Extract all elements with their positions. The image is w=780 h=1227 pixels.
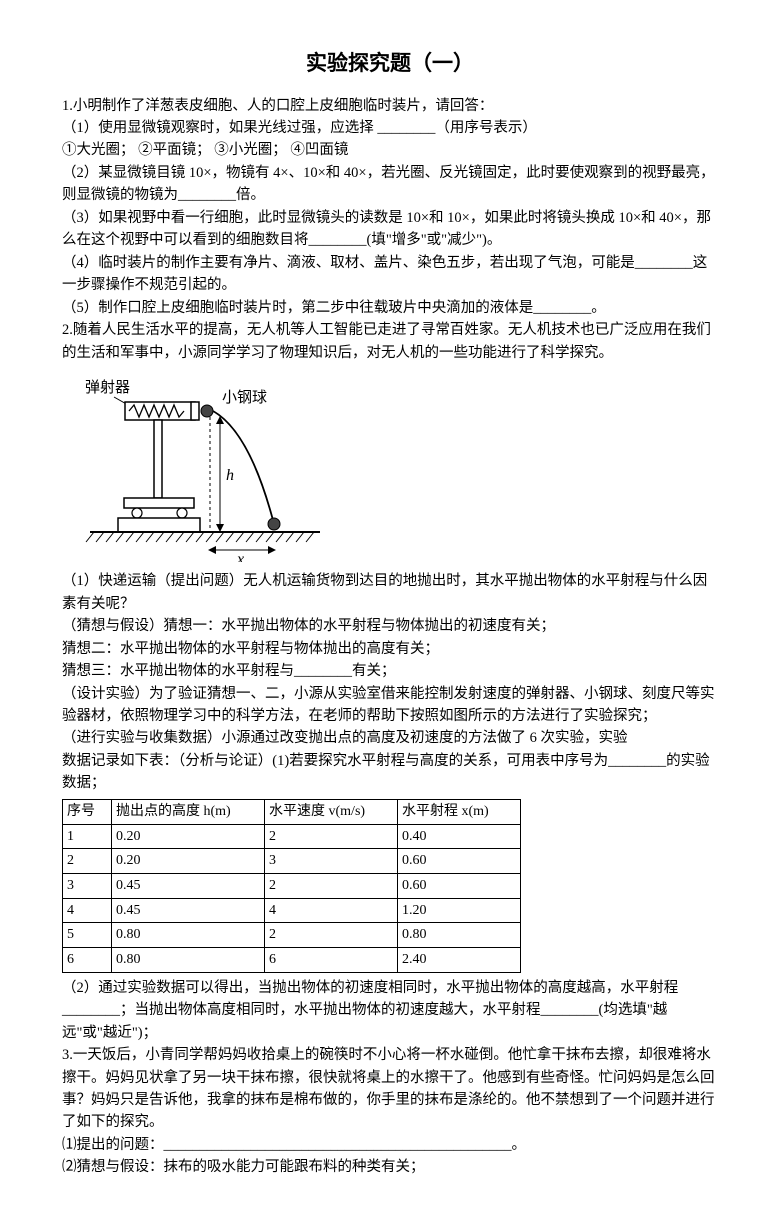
q2-p1: （1）快递运输（提出问题）无人机运输货物到达目的地抛出时，其水平抛出物体的水平射…	[62, 570, 718, 615]
table-cell: 0.40	[398, 824, 521, 849]
q2-p5: （设计实验）为了验证猜想一、二，小源从实验室借来能控制发射速度的弹射器、小钢球、…	[62, 683, 718, 728]
table-cell: 4	[63, 898, 112, 923]
table-cell: 0.60	[398, 873, 521, 898]
table-cell: 2	[265, 873, 398, 898]
table-cell: 2	[265, 824, 398, 849]
table-row: 30.4520.60	[63, 873, 521, 898]
table-cell: 5	[63, 923, 112, 948]
page-title: 实验探究题（一）	[62, 48, 718, 81]
table-row: 20.2030.60	[63, 849, 521, 874]
table-row: 40.4541.20	[63, 898, 521, 923]
th-x: 水平射程 x(m)	[398, 799, 521, 824]
table-cell: 1	[63, 824, 112, 849]
table-cell: 6	[265, 947, 398, 972]
table-cell: 0.80	[112, 923, 265, 948]
table-cell: 0.80	[398, 923, 521, 948]
table-cell: 4	[265, 898, 398, 923]
q1-p3: （3）如果视野中看一行细胞，此时显微镜头的读数是 10×和 10×，如果此时将镜…	[62, 207, 718, 252]
table-cell: 0.45	[112, 898, 265, 923]
th-index: 序号	[63, 799, 112, 824]
q1-p1: （1）使用显微镜观察时，如果光线过强，应选择 ________（用序号表示）	[62, 117, 718, 139]
th-v: 水平速度 v(m/s)	[265, 799, 398, 824]
table-cell: 6	[63, 947, 112, 972]
table-cell: 2.40	[398, 947, 521, 972]
label-ball: 小钢球	[222, 389, 267, 406]
q2-p2: （猜想与假设）猜想一：水平抛出物体的水平射程与物体抛出的初速度有关；	[62, 615, 718, 637]
q2-p6: （进行实验与收集数据）小源通过改变抛出点的高度及初速度的方法做了 6 次实验，实…	[62, 727, 718, 749]
label-x: x	[236, 551, 244, 562]
table-cell: 0.80	[112, 947, 265, 972]
q1-p2: （2）某显微镜目镜 10×，物镜有 4×、10×和 40×，若光圈、反光镜固定，…	[62, 162, 718, 207]
q1-p5: （5）制作口腔上皮细胞临时装片时，第二步中往载玻片中央滴加的液体是_______…	[62, 297, 718, 319]
label-h: h	[226, 467, 234, 484]
ejector-diagram: 弹射器 小钢球	[82, 372, 718, 562]
table-cell: 2	[63, 849, 112, 874]
q1-p4: （4）临时装片的制作主要有净片、滴液、取材、盖片、染色五步，若出现了气泡，可能是…	[62, 252, 718, 297]
q1-options: ①大光圈； ②平面镜； ③小光圈； ④凹面镜	[62, 139, 718, 161]
q3-stem: 3.一天饭后，小青同学帮妈妈收拾桌上的碗筷时不小心将一杯水碰倒。他忙拿干抹布去擦…	[62, 1044, 718, 1134]
q2-p8: （2）通过实验数据可以得出，当抛出物体的初速度相同时，水平抛出物体的高度越高，水…	[62, 977, 718, 1044]
q2-p4: 猜想三：水平抛出物体的水平射程与________有关；	[62, 660, 718, 682]
table-cell: 3	[63, 873, 112, 898]
table-cell: 3	[265, 849, 398, 874]
th-h: 抛出点的高度 h(m)	[112, 799, 265, 824]
q3-p2: ⑵猜想与假设：抹布的吸水能力可能跟布料的种类有关；	[62, 1156, 718, 1178]
q2-p7: 数据记录如下表：（分析与论证）(1)若要探究水平射程与高度的关系，可用表中序号为…	[62, 750, 718, 795]
table-cell: 2	[265, 923, 398, 948]
table-row: 60.8062.40	[63, 947, 521, 972]
table-cell: 0.20	[112, 849, 265, 874]
q2-stem: 2.随着人民生活水平的提高，无人机等人工智能已走进了寻常百姓家。无人机技术也已广…	[62, 319, 718, 364]
table-cell: 0.45	[112, 873, 265, 898]
q3-p1: ⑴提出的问题：_________________________________…	[62, 1134, 718, 1156]
table-cell: 0.20	[112, 824, 265, 849]
q1-stem: 1.小明制作了洋葱表皮细胞、人的口腔上皮细胞临时装片，请回答：	[62, 95, 718, 117]
table-row: 50.8020.80	[63, 923, 521, 948]
data-table: 序号 抛出点的高度 h(m) 水平速度 v(m/s) 水平射程 x(m) 10.…	[62, 799, 521, 973]
table-header-row: 序号 抛出点的高度 h(m) 水平速度 v(m/s) 水平射程 x(m)	[63, 799, 521, 824]
q2-p3: 猜想二：水平抛出物体的水平射程与物体抛出的高度有关；	[62, 638, 718, 660]
table-row: 10.2020.40	[63, 824, 521, 849]
table-cell: 1.20	[398, 898, 521, 923]
label-ejector: 弹射器	[85, 379, 130, 396]
table-cell: 0.60	[398, 849, 521, 874]
